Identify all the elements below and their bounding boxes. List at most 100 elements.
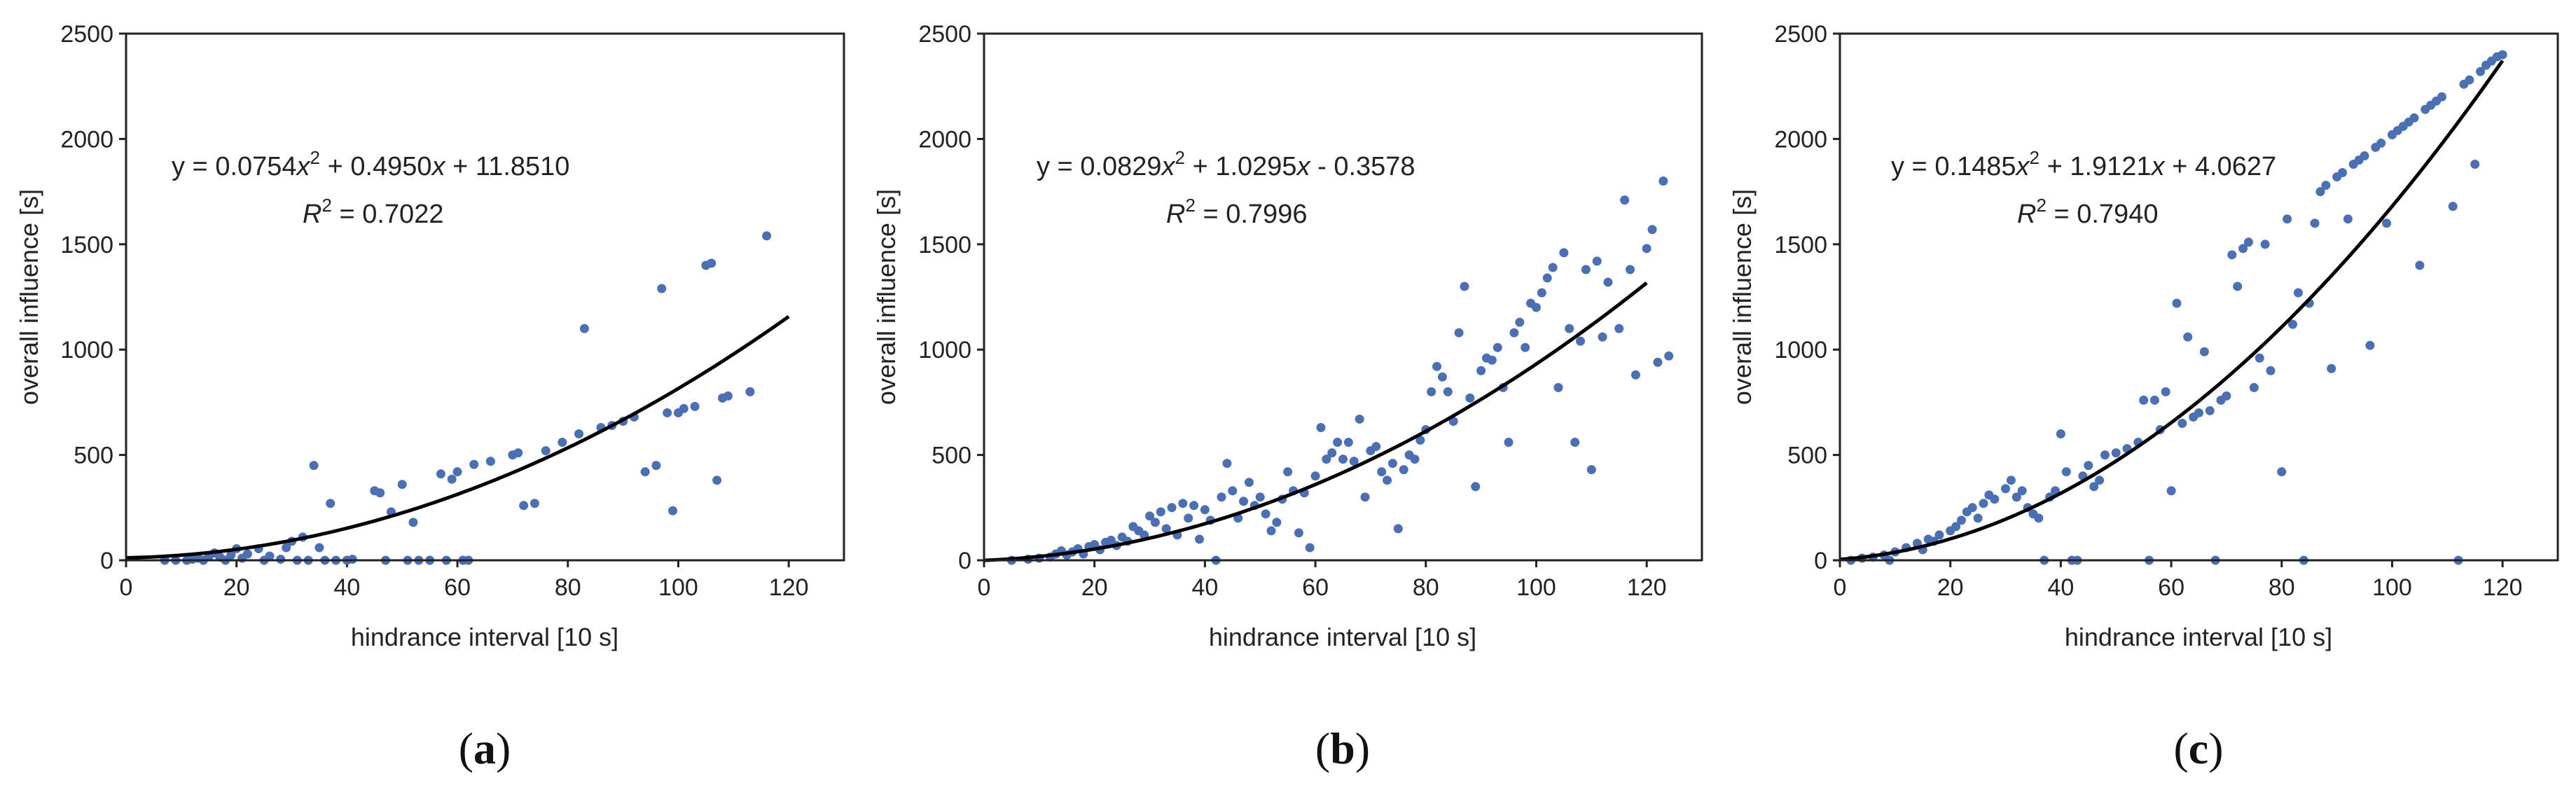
data-point [2376,138,2386,148]
data-point [1504,438,1514,448]
data-point [2283,214,2292,224]
data-point [1244,478,1254,487]
data-point [1383,476,1392,485]
x-tick-label: 40 [1191,574,1218,601]
axes-frame [1838,32,2559,562]
data-point [1531,303,1541,312]
data-point [347,554,357,564]
data-point [1951,522,1961,532]
x-tick-label: 120 [2483,574,2523,601]
data-point [2011,492,2021,502]
fit-curve [125,314,790,560]
data-point [2243,237,2253,247]
y-tick-label: 2000 [60,126,113,153]
data-point [579,324,589,333]
data-point [1349,457,1359,466]
y-axis-label: overall influence [s] [1728,189,1757,405]
r-squared: R2 = 0.7996 [1166,195,1307,229]
data-point [2476,67,2486,76]
data-point [1343,438,1353,448]
panel-a: 0 20 40 60 80 100 120 0 500 1000 1500 2000 2500 hind… [15,21,845,773]
y-tick-label: 1000 [918,337,971,363]
y-tick-label: 1500 [1774,232,1827,258]
y-tick-label: 0 [958,548,971,574]
data-point [1316,422,1326,432]
data-point [712,476,722,485]
data-point [2100,450,2110,460]
data-point [2089,482,2099,492]
data-point [1626,265,1635,275]
data-point [558,438,567,448]
x-axis-label: hindrance interval [10 s] [1209,623,1476,651]
y-tick-label: 1000 [1774,337,1827,363]
data-point [309,461,319,471]
data-point [2034,513,2044,523]
data-point [2365,340,2375,350]
data-point [1415,436,1425,445]
data-point [2293,288,2303,298]
data-point [2061,467,2071,477]
data-point [1443,387,1453,396]
y-tick-label: 1500 [60,232,113,258]
data-point [242,549,252,559]
data-point [1184,513,1193,523]
data-point [651,461,661,471]
data-point [397,480,407,490]
data-point [2465,75,2474,85]
panel-caption: (b) [1315,723,1370,773]
data-point [1559,248,1569,258]
data-point [2233,282,2243,291]
data-point [1195,534,1204,544]
data-point [1355,414,1364,424]
data-point [1515,317,1525,327]
data-point [1371,442,1381,452]
x-tick-label: 60 [2158,574,2184,601]
data-point [2249,382,2259,392]
data-point [1377,467,1387,477]
data-point [1156,507,1165,517]
data-point [408,518,418,527]
x-tick-label: 20 [1081,574,1108,601]
y-axis-label: overall influence [s] [15,189,43,405]
x-tick-label: 120 [1627,574,1667,601]
data-point [1217,492,1226,502]
data-point [2310,219,2320,228]
data-point [707,258,716,268]
data-point [326,499,335,508]
data-point [1272,518,1282,527]
data-point [2327,363,2336,373]
data-point [2183,332,2193,342]
data-point [723,391,733,401]
data-point [1586,465,1596,475]
plot-area: 0 20 40 60 80 100 120 0 500 1000 1500 2000 2500 [60,21,808,601]
data-point [1664,351,1674,361]
x-tick-label: 40 [2047,574,2074,601]
x-tick-label: 20 [223,574,250,601]
x-tick-label: 40 [333,574,360,601]
data-point [1509,328,1519,338]
data-point [1255,492,1265,502]
y-tick-label: 500 [74,443,113,469]
data-point [1200,505,1210,515]
data-point [1410,455,1420,464]
y-tick-label: 0 [100,548,113,574]
data-point [2260,240,2270,249]
x-tick-label: 60 [1302,574,1329,601]
data-point [2277,467,2287,477]
y-tick-label: 2500 [60,21,113,48]
data-point [1570,438,1580,448]
y-tick-label: 1500 [918,232,971,258]
data-point [657,284,667,293]
data-point [1659,176,1668,186]
x-tick-label: 120 [769,574,809,601]
data-point [1322,455,1331,464]
data-point [1437,372,1447,382]
data-point [2321,181,2331,190]
data-point [276,554,286,564]
y-tick-label: 2000 [918,126,971,153]
data-point [1471,482,1481,492]
data-point [436,469,445,479]
data-point [1548,263,1558,272]
data-point [2001,484,2011,494]
data-point [1432,361,1442,371]
